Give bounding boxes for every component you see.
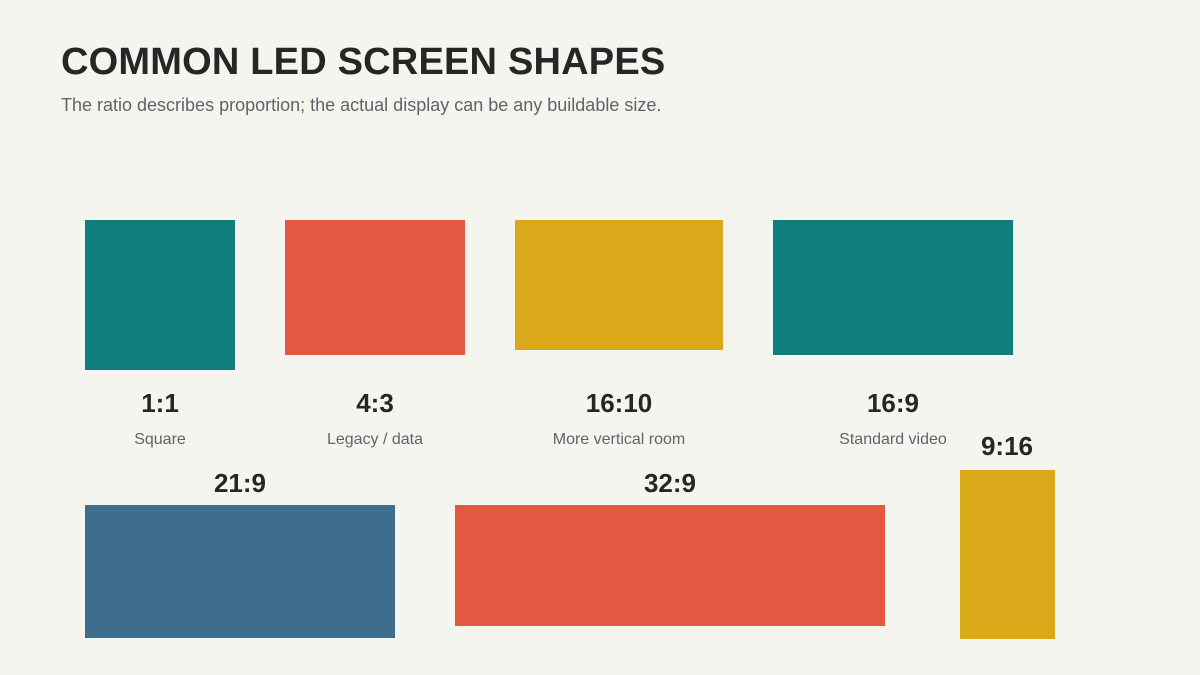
super-ultrawide-screen-swatch bbox=[455, 505, 885, 626]
square-ratio-label: 1:1 bbox=[141, 388, 179, 418]
ultrawide-ratio-label: 21:9 bbox=[213, 468, 267, 498]
sixteen-ten-ratio-label: 16:10 bbox=[585, 388, 653, 418]
legacy-ratio-label: 4:3 bbox=[356, 388, 394, 418]
legacy-description: Legacy / data bbox=[326, 431, 424, 448]
page-subtitle: The ratio describes proportion; the actu… bbox=[61, 95, 662, 115]
portrait-ratio-label: 9:16 bbox=[980, 431, 1034, 461]
legacy-screen-swatch bbox=[285, 220, 465, 355]
square-screen-swatch bbox=[85, 220, 235, 370]
sixteen-nine-description: Standard video bbox=[839, 431, 947, 448]
page-title: COMMON LED SCREEN SHAPES bbox=[61, 41, 666, 83]
portrait-screen-swatch bbox=[960, 470, 1055, 639]
ultrawide-screen-swatch bbox=[85, 505, 395, 638]
sixteen-nine-ratio-label: 16:9 bbox=[866, 388, 920, 418]
super-ultrawide-ratio-label: 32:9 bbox=[643, 468, 697, 498]
sixteen-nine-screen-swatch bbox=[773, 220, 1013, 355]
square-description: Square bbox=[134, 431, 186, 448]
sixteen-ten-screen-swatch bbox=[515, 220, 723, 350]
sixteen-ten-description: More vertical room bbox=[552, 431, 686, 448]
